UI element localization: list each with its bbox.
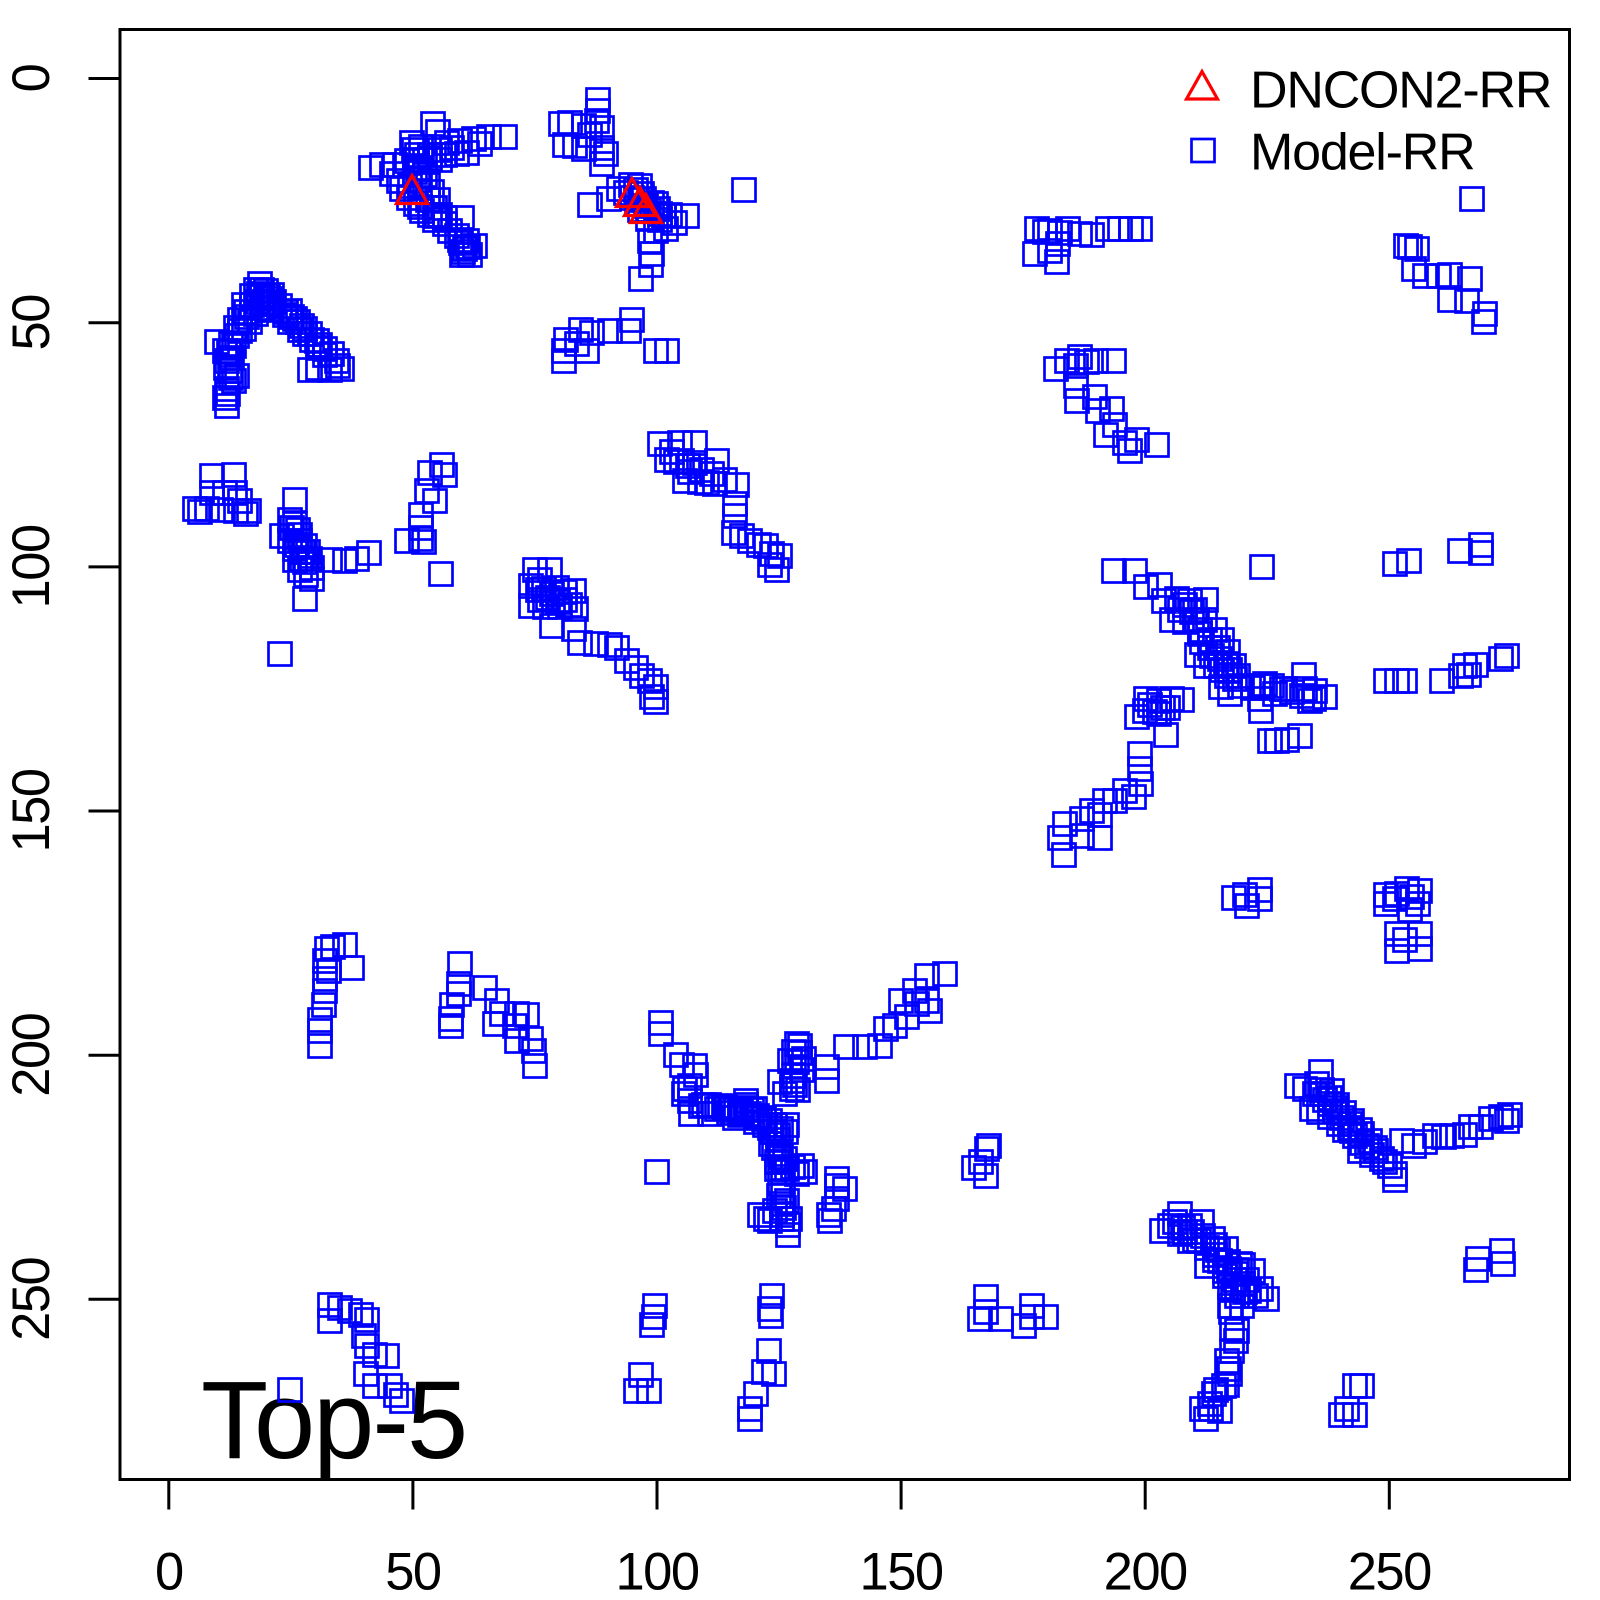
svg-text:250: 250 — [2, 1257, 61, 1340]
svg-text:0: 0 — [2, 64, 61, 92]
svg-text:250: 250 — [1348, 1543, 1431, 1600]
svg-text:200: 200 — [2, 1013, 61, 1096]
svg-text:150: 150 — [860, 1543, 943, 1600]
svg-text:50: 50 — [2, 295, 61, 351]
svg-text:200: 200 — [1104, 1543, 1187, 1600]
svg-text:0: 0 — [155, 1543, 183, 1600]
svg-text:Model-RR: Model-RR — [1250, 124, 1474, 182]
svg-text:150: 150 — [2, 769, 61, 852]
svg-text:50: 50 — [385, 1543, 441, 1600]
svg-text:Top-5: Top-5 — [201, 1359, 466, 1482]
svg-text:DNCON2-RR: DNCON2-RR — [1250, 62, 1551, 120]
svg-text:100: 100 — [2, 525, 61, 608]
svg-text:100: 100 — [615, 1543, 698, 1600]
